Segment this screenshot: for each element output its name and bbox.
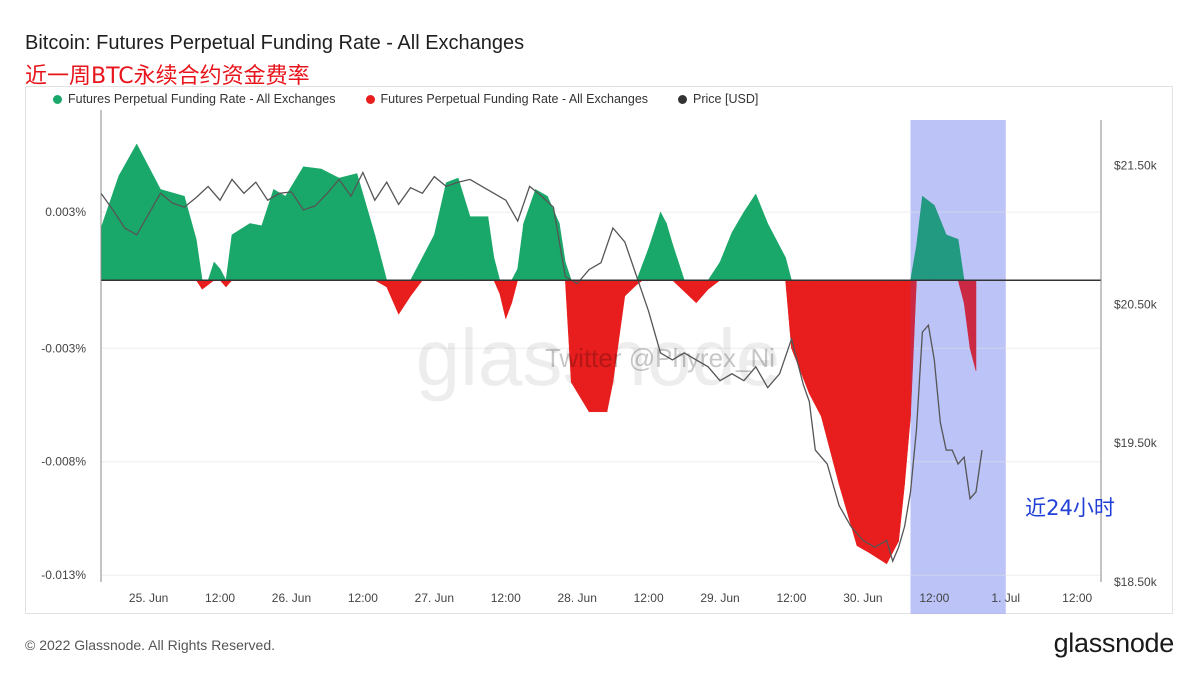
x-tick-label: 29. Jun bbox=[700, 591, 739, 605]
twitter-watermark: Twitter @Phyrex_Ni bbox=[545, 343, 775, 373]
legend-label: Futures Perpetual Funding Rate - All Exc… bbox=[68, 92, 336, 106]
y-right-tick-label: $19.50k bbox=[1114, 436, 1158, 450]
y-left-tick-label: -0.008% bbox=[41, 455, 86, 469]
x-tick-label: 12:00 bbox=[1062, 591, 1092, 605]
x-tick-label: 28. Jun bbox=[558, 591, 597, 605]
chart-subtitle: 近一周BTC永续合约资金费率 bbox=[25, 64, 310, 89]
x-tick-label: 12:00 bbox=[634, 591, 664, 605]
legend-dot-red bbox=[365, 94, 375, 104]
x-tick-label: 30. Jun bbox=[843, 591, 882, 605]
chart-frame bbox=[25, 86, 1173, 614]
copyright-footer: © 2022 Glassnode. All Rights Reserved. bbox=[25, 637, 276, 653]
x-tick-label: 12:00 bbox=[205, 591, 235, 605]
funding-rate-negative-area bbox=[195, 279, 977, 565]
highlight-overlay bbox=[910, 120, 1006, 614]
highlight-label: 近24小时 bbox=[1025, 496, 1115, 520]
y-right-tick-label: $20.50k bbox=[1114, 297, 1158, 311]
x-tick-label: 25. Jun bbox=[129, 591, 168, 605]
y-left-tick-label: 0.003% bbox=[45, 205, 86, 219]
y-right-tick-label: $18.50k bbox=[1114, 575, 1158, 589]
x-tick-label: 12:00 bbox=[491, 591, 521, 605]
price-line bbox=[100, 170, 983, 564]
legend-item-positive-funding[interactable]: Futures Perpetual Funding Rate - All Exc… bbox=[53, 92, 336, 106]
legend-item-price[interactable]: Price [USD] bbox=[678, 92, 758, 106]
legend-dot-green bbox=[53, 94, 62, 104]
funding-rate-positive-area bbox=[100, 143, 965, 281]
x-tick-label: 1. Jul bbox=[991, 591, 1020, 605]
y-right-tick-label: $21.50k bbox=[1114, 159, 1158, 173]
legend-label: Price [USD] bbox=[693, 92, 759, 106]
legend: Futures Perpetual Funding Rate - All Exc… bbox=[53, 92, 758, 106]
x-tick-label: 27. Jun bbox=[415, 591, 454, 605]
legend-label: Futures Perpetual Funding Rate - All Exc… bbox=[380, 92, 649, 106]
legend-dot-black bbox=[678, 94, 688, 104]
x-tick-label: 12:00 bbox=[348, 591, 378, 605]
chart-title: Bitcoin: Futures Perpetual Funding Rate … bbox=[25, 32, 525, 54]
x-tick-label: 26. Jun bbox=[272, 591, 311, 605]
y-left-tick-label: -0.003% bbox=[41, 341, 86, 355]
x-tick-label: 12:00 bbox=[919, 591, 949, 605]
y-left-tick-label: -0.013% bbox=[41, 568, 86, 582]
legend-item-negative-funding[interactable]: Futures Perpetual Funding Rate - All Exc… bbox=[365, 92, 649, 106]
glassnode-logo: glassnode bbox=[1053, 628, 1175, 658]
x-tick-label: 12:00 bbox=[776, 591, 806, 605]
